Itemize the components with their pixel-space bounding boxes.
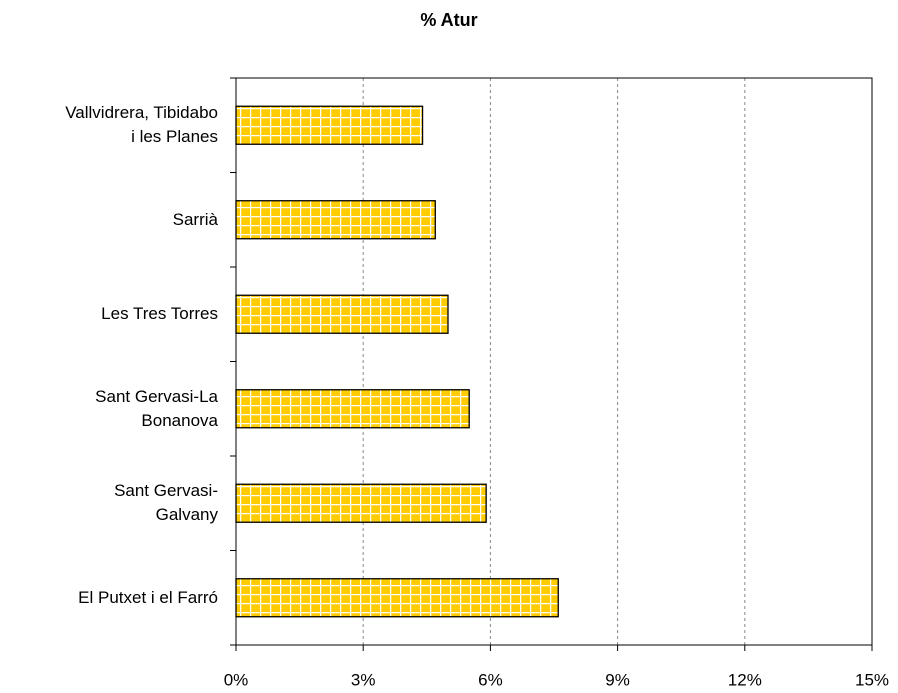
y-tick-label: Sant Gervasi- Galvany [114, 481, 218, 525]
bar [235, 294, 449, 334]
y-tick-label: Sarrià [172, 209, 218, 229]
bar [235, 200, 436, 240]
bar [235, 389, 470, 429]
x-tick-label: 3% [351, 670, 376, 689]
y-tick-label: Sant Gervasi-La Bonanova [95, 386, 218, 430]
x-tick-label: 0% [224, 670, 249, 689]
bar [235, 578, 559, 618]
y-tick-label: El Putxet i el Farró [78, 587, 218, 607]
y-tick-label: Vallvidrera, Tibidabo i les Planes [65, 103, 218, 147]
chart-title: % Atur [420, 10, 478, 30]
plot-frame [235, 77, 873, 646]
x-tick-label: 15% [855, 670, 889, 689]
x-tick-label: 9% [605, 670, 630, 689]
bar [235, 483, 487, 523]
x-tick-label: 12% [728, 670, 762, 689]
x-tick-label: 6% [478, 670, 503, 689]
y-tick-label: Les Tres Torres [101, 304, 218, 324]
bar [235, 105, 424, 145]
